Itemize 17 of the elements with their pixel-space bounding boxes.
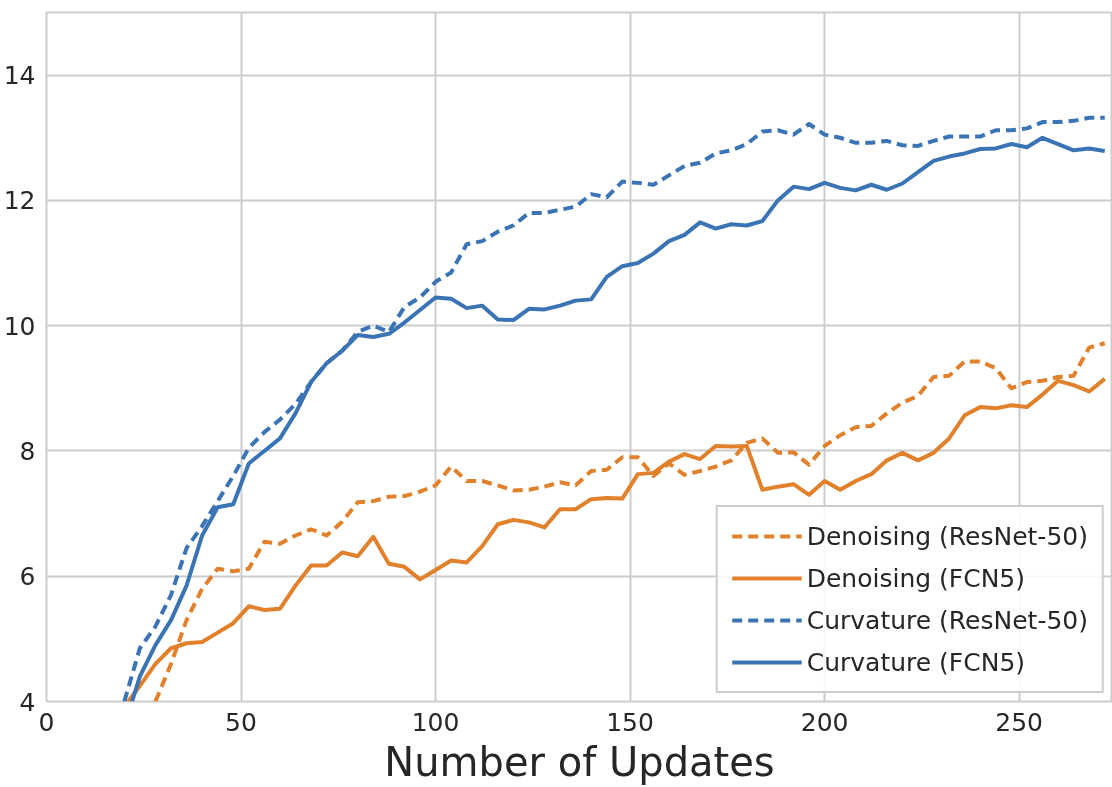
- legend-label: Denoising (FCN5): [806, 563, 1026, 593]
- y-tick-label: 8: [19, 436, 36, 466]
- x-tick-label: 200: [800, 707, 849, 737]
- x-tick-label: 150: [606, 707, 654, 737]
- x-tick-label: 250: [995, 707, 1043, 737]
- x-tick-label: 100: [411, 707, 460, 737]
- legend-label: Denoising (ResNet-50): [806, 521, 1088, 551]
- x-axis-title: Number of Updates: [384, 738, 775, 785]
- legend-label: Curvature (ResNet-50): [806, 605, 1088, 635]
- y-tick-label: 4: [19, 687, 36, 717]
- x-tick-label: 0: [38, 707, 55, 737]
- x-tick-label: 50: [225, 707, 257, 737]
- y-tick-label: 12: [3, 186, 36, 216]
- y-tick-label: 6: [19, 562, 36, 592]
- y-tick-label: 14: [3, 61, 36, 91]
- y-tick-label: 10: [3, 311, 36, 341]
- legend-label: Curvature (FCN5): [806, 647, 1026, 677]
